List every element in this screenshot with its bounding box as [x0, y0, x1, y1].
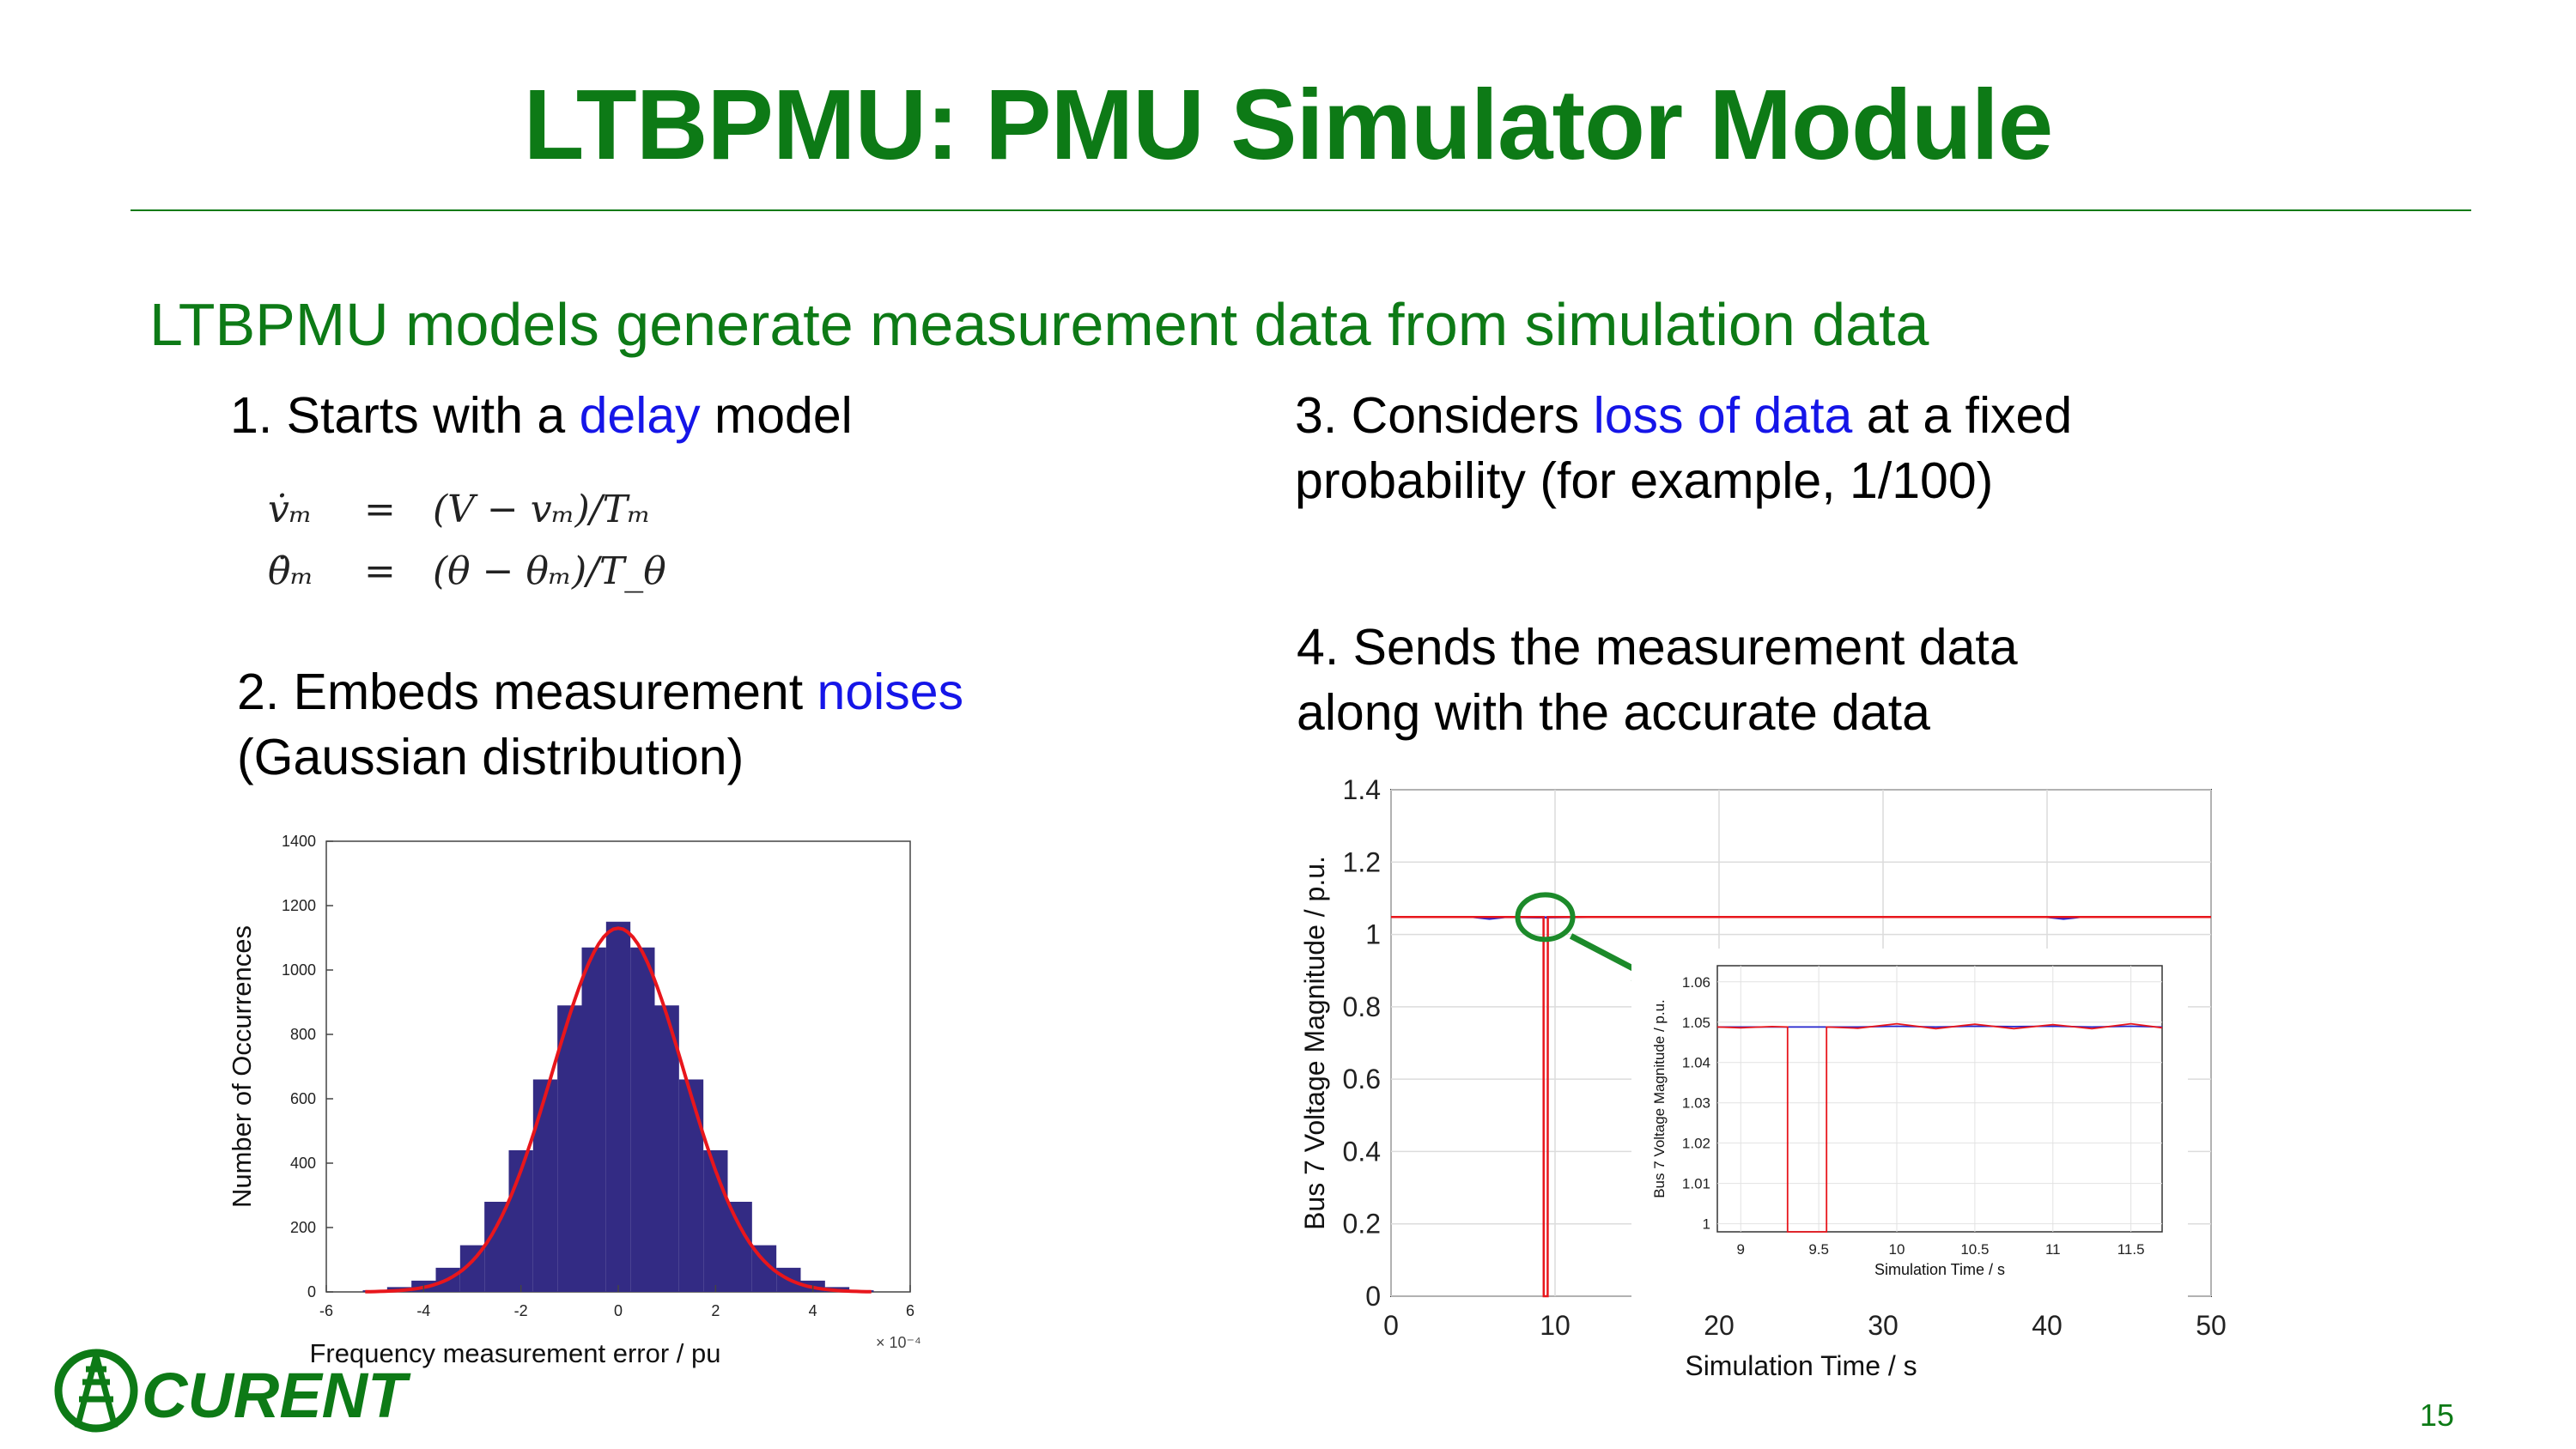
histogram-x-axis-label: Frequency measurement error / pu — [310, 1338, 721, 1368]
voltage-y-tick-label: 0 — [1365, 1281, 1381, 1312]
inset-x-tick-label: 11.5 — [2117, 1241, 2145, 1258]
item-1-pre: 1. Starts with a — [230, 387, 580, 444]
equation-2: θ̇ₘ = (θ − θₘ)/T_θ — [268, 549, 666, 593]
histogram-bar — [727, 1202, 752, 1292]
item-4: 4. Sends the measurement data along with… — [1297, 615, 2018, 745]
inset-y-tick-label: 1.03 — [1682, 1095, 1710, 1112]
inset-series-line — [1716, 1022, 2163, 1233]
item-1-highlight: delay — [579, 387, 701, 444]
inset-y-axis-label: Bus 7 Voltage Magnitude / p.u. — [1651, 999, 1668, 1198]
item-2-line-2: (Gaussian distribution) — [237, 729, 744, 785]
inset-y-tick-label: 1.06 — [1682, 974, 1710, 991]
item-3-pre: 3. Considers — [1295, 387, 1594, 444]
histogram-bar — [605, 921, 631, 1292]
inset-x-tick-label: 10.5 — [1960, 1241, 1989, 1258]
equation-1-op: = — [364, 488, 396, 531]
equation-2-op: = — [364, 549, 396, 593]
voltage-x-tick-label: 10 — [1540, 1310, 1571, 1341]
voltage-y-axis-label: Bus 7 Voltage Magnitude / p.u. — [1299, 856, 1330, 1230]
item-3-post: at a fixed — [1852, 387, 2073, 444]
curent-logo: CURENT — [54, 1349, 411, 1433]
voltage-x-tick-label: 50 — [2196, 1310, 2227, 1341]
inset-y-tick-label: 1 — [1703, 1216, 1710, 1233]
equation-1-rhs: (V − vₘ)/Tₘ — [433, 488, 651, 531]
histogram-y-tick-label: 400 — [290, 1155, 316, 1172]
voltage-chart: 0 10 20 30 40 50 0 0.2 0.4 0.6 0.8 1 1.2 1.4 Simulatio… — [1299, 774, 2227, 1381]
voltage-x-tick-label: 40 — [2032, 1310, 2063, 1341]
histogram-y-tick-label: 0 — [307, 1283, 316, 1300]
page-number: 15 — [2420, 1397, 2455, 1433]
histogram-bar — [654, 1005, 679, 1292]
slide-subtitle: LTBPMU models generate measurement data … — [149, 291, 1929, 358]
item-2: 2. Embeds measurement noises (Gaussian d… — [237, 659, 963, 790]
histogram-x-tick-label: -2 — [514, 1302, 528, 1319]
item-2-highlight: noises — [817, 664, 964, 720]
voltage-y-tick-label: 1 — [1365, 919, 1381, 950]
equation-2-lhs: θ̇ₘ — [268, 549, 314, 593]
histogram-fit-curve — [365, 926, 872, 1294]
inset-x-axis-label: Simulation Time / s — [1874, 1261, 2005, 1278]
histogram-chart: -6 -4 -2 0 2 4 6 0 200 400 600 800 1000 1200 1400 × 10⁻… — [227, 833, 921, 1368]
voltage-y-tick-label: 1.2 — [1343, 846, 1381, 877]
title-divider — [131, 209, 2471, 211]
item-3: 3. Considers loss of data at a fixed pro… — [1295, 383, 2072, 513]
histogram-bar — [484, 1202, 509, 1292]
inset-y-tick-label: 1.05 — [1682, 1015, 1710, 1031]
histogram-x-tick-label: -6 — [319, 1302, 333, 1319]
item-3-line-2: probability (for example, 1/100) — [1295, 452, 1994, 509]
histogram-x-multiplier: × 10⁻⁴ — [876, 1334, 921, 1351]
item-2-line-1: 2. Embeds measurement noises — [237, 659, 963, 724]
item-4-line-1: 4. Sends the measurement data — [1297, 619, 2018, 676]
histogram-y-tick-label: 1000 — [282, 961, 316, 979]
equation-2-rhs: (θ − θₘ)/T_θ — [433, 549, 666, 593]
histogram-y-tick-label: 1400 — [282, 833, 316, 850]
histogram-y-tick-label: 1200 — [282, 897, 316, 914]
inset-x-tick-label: 10 — [1889, 1241, 1905, 1258]
item-4-line-2: along with the accurate data — [1297, 684, 1930, 741]
histogram-bar — [581, 947, 606, 1292]
voltage-y-tick-label: 0.8 — [1343, 991, 1381, 1022]
histogram-y-tick-label: 800 — [290, 1026, 316, 1043]
equation-1: v̇ₘ = (V − vₘ)/Tₘ — [268, 488, 651, 531]
inset-x-tick-label: 9 — [1737, 1241, 1745, 1258]
histogram-y-axis-label: Number of Occurrences — [227, 925, 257, 1208]
histogram-x-tick-label: -4 — [416, 1302, 430, 1319]
voltage-y-tick-label: 0.2 — [1343, 1209, 1381, 1240]
item-2-pre: 2. Embeds measurement — [237, 664, 817, 720]
equation-1-lhs: v̇ₘ — [268, 488, 313, 531]
histogram-y-tick-label: 200 — [290, 1219, 316, 1236]
logo-text: CURENT — [142, 1360, 411, 1431]
histogram-x-tick-label: 2 — [711, 1302, 720, 1319]
item-1-post: model — [700, 387, 853, 444]
histogram-bar — [532, 1079, 558, 1292]
histogram-bar — [557, 1005, 582, 1292]
histogram-x-tick-label: 6 — [906, 1302, 914, 1319]
voltage-x-tick-label: 20 — [1704, 1310, 1735, 1341]
voltage-x-tick-label: 0 — [1383, 1310, 1399, 1341]
voltage-y-tick-label: 1.4 — [1343, 774, 1381, 805]
inset-plot-area — [1716, 965, 2163, 1233]
highlight-circle — [1515, 892, 1576, 943]
voltage-y-tick-label: 0.6 — [1343, 1064, 1381, 1094]
voltage-x-tick-label: 30 — [1868, 1310, 1899, 1341]
inset-y-tick-label: 1.01 — [1682, 1176, 1710, 1192]
voltage-x-axis-label: Simulation Time / s — [1685, 1350, 1917, 1381]
inset-y-tick-label: 1.04 — [1682, 1055, 1710, 1071]
inset-x-tick-label: 9.5 — [1808, 1241, 1829, 1258]
slide-title: LTBPMU: PMU Simulator Module — [523, 69, 2054, 180]
logo-tower-icon — [54, 1349, 138, 1433]
item-1: 1. Starts with a delay model — [230, 383, 853, 448]
histogram-bar — [678, 1079, 704, 1292]
voltage-y-tick-label: 0.4 — [1343, 1136, 1381, 1167]
item-3-line-1: 3. Considers loss of data at a fixed — [1295, 383, 2072, 448]
inset-y-tick-label: 1.02 — [1682, 1136, 1710, 1152]
inset-x-tick-label: 11 — [2045, 1241, 2061, 1258]
histogram-bar — [630, 947, 655, 1292]
item-3-highlight: loss of data — [1593, 387, 1853, 444]
histogram-x-tick-label: 4 — [809, 1302, 817, 1319]
histogram-y-tick-label: 600 — [290, 1090, 316, 1107]
histogram-x-tick-label: 0 — [614, 1302, 623, 1319]
